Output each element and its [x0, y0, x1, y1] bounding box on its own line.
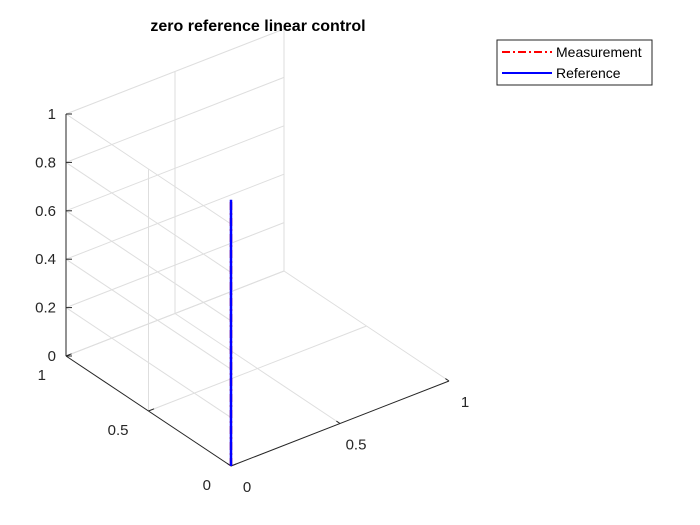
y-tick-label: 0.5: [108, 422, 129, 439]
grid-lines: [65, 28, 450, 467]
legend-label-measurement: Measurement: [556, 44, 642, 60]
grid-line: [65, 258, 232, 370]
x-tick-mark: [445, 378, 450, 382]
y-tick-label: 1: [38, 367, 46, 384]
legend: Measurement Reference: [496, 39, 653, 86]
y-tick-mark: [148, 408, 155, 412]
z-tick-label: 1: [48, 106, 56, 123]
z-tick-label: 0.8: [35, 154, 56, 171]
grid-line: [65, 222, 285, 309]
legend-label-reference: Reference: [556, 65, 621, 81]
grid-line: [65, 76, 285, 163]
y-tick-label: 0: [203, 477, 211, 494]
grid-line: [65, 270, 285, 357]
grid-line: [65, 125, 285, 212]
grid-line: [65, 28, 285, 115]
x-tick-mark: [336, 420, 341, 424]
z-tick-label: 0: [48, 348, 56, 365]
z-tick-label: 0.4: [35, 251, 56, 268]
axes-box: [65, 113, 450, 467]
grid-line: [148, 325, 367, 412]
x-tick-label: 1: [461, 394, 469, 411]
x-tick-label: 0.5: [346, 437, 367, 454]
chart-title: zero reference linear control: [150, 18, 365, 35]
x-tick-label: 0: [243, 479, 251, 496]
z-tick-label: 0.6: [35, 203, 56, 220]
grid-line: [65, 173, 285, 260]
z-tick-label: 0.2: [35, 300, 56, 317]
legend-box: [496, 39, 653, 86]
grid-line: [65, 307, 232, 419]
